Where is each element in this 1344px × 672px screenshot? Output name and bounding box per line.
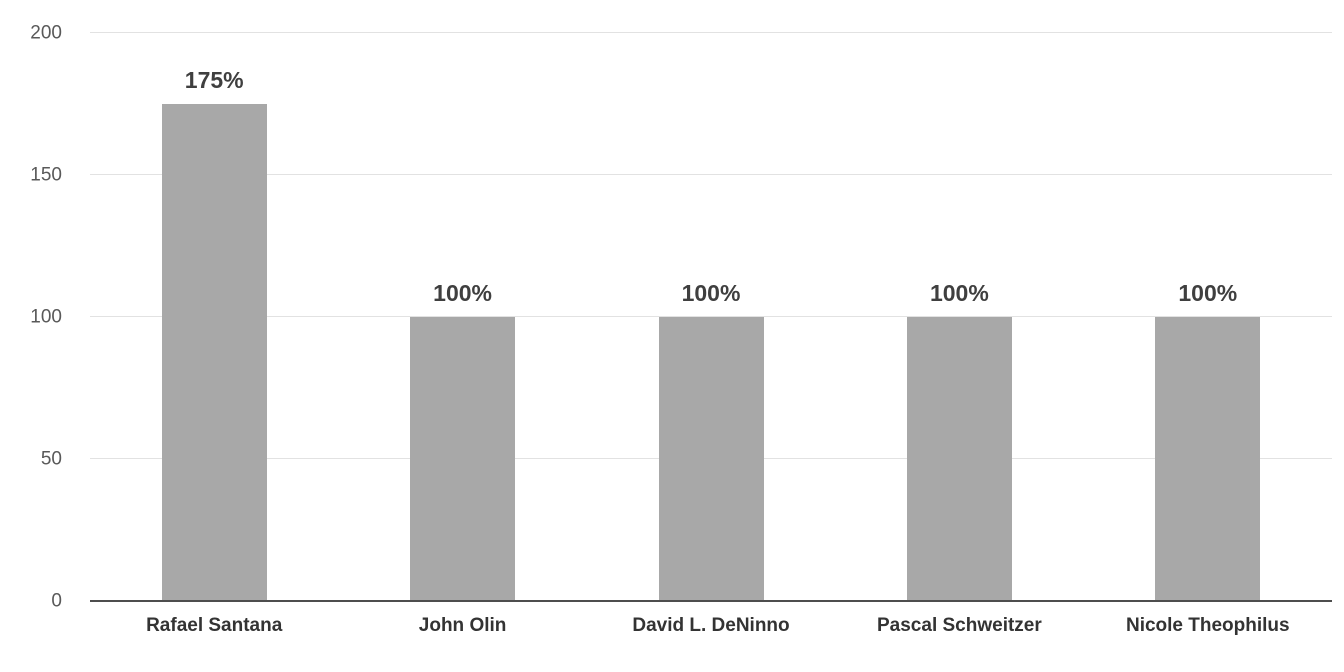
bar-value-label: 100% bbox=[929, 280, 989, 306]
bar bbox=[410, 317, 516, 601]
y-tick-label: 200 bbox=[30, 22, 62, 44]
bar bbox=[161, 104, 267, 601]
gridline bbox=[90, 32, 1332, 33]
category-label: Rafael Santana bbox=[146, 615, 283, 636]
category-label: John Olin bbox=[418, 615, 507, 636]
plot-area: 0 50 100 150 200 175% Rafael Santana 100% John O… bbox=[30, 24, 1332, 636]
y-tick-label: 150 bbox=[30, 164, 62, 186]
y-tick-label: 100 bbox=[30, 306, 62, 328]
bar-value-label: 175% bbox=[184, 67, 244, 93]
bar-value-label: 100% bbox=[1178, 280, 1238, 306]
gridline bbox=[90, 174, 1332, 175]
category-label: Nicole Theophilus bbox=[1125, 615, 1290, 636]
y-tick-label: 0 bbox=[51, 590, 62, 612]
bar bbox=[658, 317, 764, 601]
category-label: Pascal Schweitzer bbox=[877, 615, 1042, 636]
bar bbox=[1155, 317, 1261, 601]
bar bbox=[906, 317, 1012, 601]
bar-value-label: 100% bbox=[433, 280, 492, 306]
gridline bbox=[90, 316, 1332, 317]
category-label: David L. DeNinno bbox=[632, 615, 790, 636]
y-tick-label: 50 bbox=[40, 448, 62, 470]
x-axis-line bbox=[90, 600, 1332, 602]
bar-value-label: 100% bbox=[681, 280, 741, 306]
